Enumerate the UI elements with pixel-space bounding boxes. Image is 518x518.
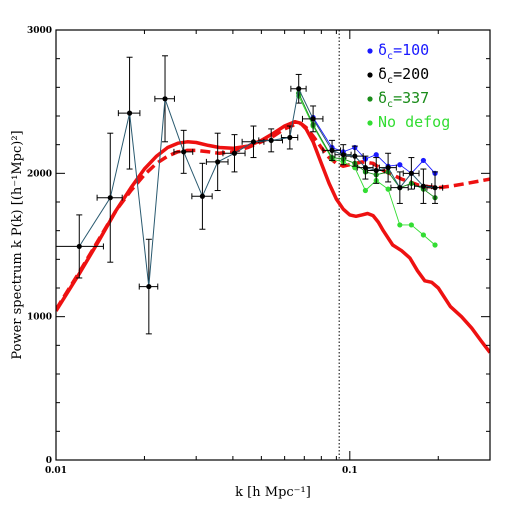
legend-marker-1 xyxy=(367,48,373,54)
series-1-point xyxy=(373,152,379,158)
series-2-point xyxy=(329,147,335,153)
series-2-point xyxy=(231,150,238,156)
series-2-point xyxy=(181,149,187,155)
legend-marker-2 xyxy=(367,72,373,78)
series-2-point xyxy=(362,165,369,171)
series-2-point xyxy=(310,116,316,122)
series-2-point xyxy=(340,152,346,158)
x-tick-label: 0.01 xyxy=(45,466,67,476)
series-4-point xyxy=(362,187,369,194)
series-2-point xyxy=(397,185,403,191)
series-2-point xyxy=(268,137,274,143)
series-4-line xyxy=(298,95,436,246)
y-axis-title: Power spectrum k P(k) [(h⁻¹Mpc)²] xyxy=(10,130,25,359)
series-2-line xyxy=(78,87,436,287)
series-2-point xyxy=(408,170,414,176)
plot-frame xyxy=(55,29,491,461)
series-2-point xyxy=(287,134,293,141)
series-2-point xyxy=(162,96,168,102)
series-4-point xyxy=(397,222,403,228)
series-2-point xyxy=(215,159,221,165)
legend-label-3: δc=337 xyxy=(378,89,429,110)
series-2-point xyxy=(296,86,302,92)
y-tick-label: 1000 xyxy=(27,313,52,323)
y-tick-label: 0 xyxy=(46,456,52,466)
series-1-point xyxy=(397,162,403,168)
series-2-point xyxy=(352,153,358,159)
legend-label-1: δc=100 xyxy=(378,41,429,62)
series-4-point xyxy=(385,186,391,192)
y-tick-label: 3000 xyxy=(27,26,52,36)
series-2-point xyxy=(146,283,152,290)
legend-marker-4 xyxy=(367,120,373,126)
series-2-point xyxy=(432,185,438,191)
series-2-point xyxy=(373,167,379,174)
series-4-point xyxy=(432,242,438,248)
model-curve-solid xyxy=(56,119,490,354)
series-2-point xyxy=(126,110,133,116)
series-1-point xyxy=(420,157,426,164)
series-2-point xyxy=(250,139,257,145)
series-2-point xyxy=(199,193,206,199)
legend-label-2: δc=200 xyxy=(378,65,429,86)
series-4-point xyxy=(408,222,414,228)
series-2-point xyxy=(420,183,426,189)
series-2-point xyxy=(76,243,82,250)
series-2-point xyxy=(107,195,113,201)
model-curve-dashed xyxy=(56,121,490,311)
series-4-point xyxy=(420,232,426,238)
legend-marker-3 xyxy=(367,96,373,102)
y-tick-label: 2000 xyxy=(27,169,52,179)
x-axis-title: k [h Mpc⁻¹] xyxy=(235,485,311,500)
series-2-point xyxy=(385,165,391,171)
x-tick-label: 0.1 xyxy=(342,466,358,476)
legend-label-4: No defog xyxy=(378,113,450,131)
